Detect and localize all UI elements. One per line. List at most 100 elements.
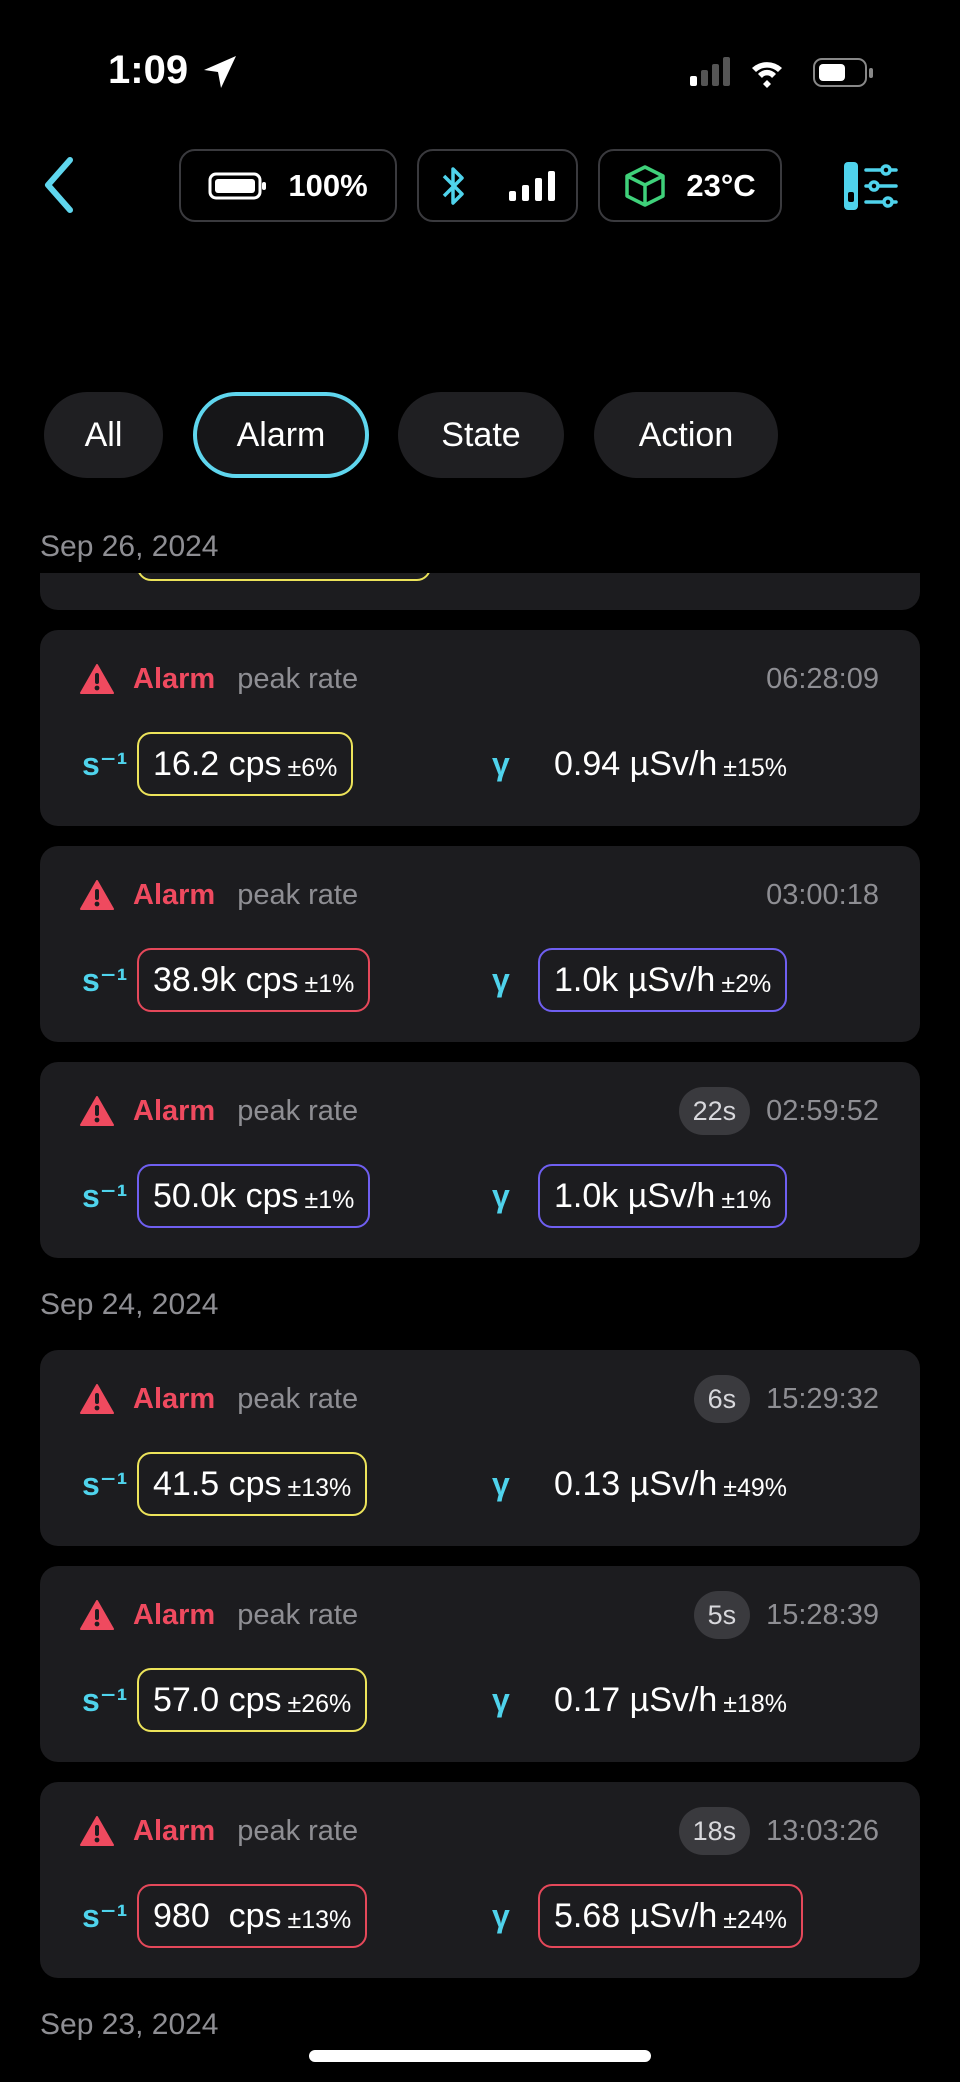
dose-symbol: γ [492,746,510,782]
event-detail: peak rate [237,1382,359,1415]
duration-badge: 18s [678,1807,751,1855]
event-detail: peak rate [237,1598,359,1631]
rate-error: ±26% [287,1689,352,1718]
rate-value: 38.9k cps ±1% [137,948,371,1012]
dose-value: 0.94 µSv/h ±15% [538,732,803,796]
duration-badge: 22s [678,1087,751,1135]
dose-error: ±24% [723,1905,788,1934]
dose-value: 1.0k µSv/h ±2% [538,948,788,1012]
filter-chip[interactable]: State [398,392,564,478]
event-card[interactable]: Alarm peak rate 6s 15:29:32 s⁻¹ γ 41.5 cps ±13%… [40,1350,920,1546]
dose-error: ±49% [723,1473,788,1502]
rate-unit: s⁻¹ [82,1898,128,1934]
rate-value: 41.5 cps ±13% [137,1452,368,1516]
rate-value: 980 cps ±13% [137,1884,368,1948]
settings-button[interactable] [842,160,898,212]
reading-row: s⁻¹ γ 16.2 cps ±6% 0.94 µSv/h ±15% [40,732,920,796]
rate-unit: s⁻¹ [82,746,128,782]
clipped-card [40,573,920,610]
dose-symbol: γ [492,1898,510,1934]
event-card[interactable]: Alarm peak rate 06:28:09 s⁻¹ γ 16.2 cps ±6% 0.9… [40,630,920,826]
location-icon [204,56,236,88]
dose-error: ±15% [723,753,788,782]
card-header: Alarm peak rate 18s 13:03:26 [40,1806,920,1856]
dose-value: 0.13 µSv/h ±49% [538,1452,803,1516]
event-time: 06:28:09 [766,662,879,695]
card-header: Alarm peak rate 22s 02:59:52 [40,1086,920,1136]
dose-value: 1.0k µSv/h ±1% [538,1164,788,1228]
dose-text: 0.13 µSv/h [554,1464,718,1503]
event-time: 13:03:26 [766,1814,879,1847]
event-detail: peak rate [237,662,359,695]
rate-text: 41.5 cps [153,1464,282,1503]
event-card[interactable]: Alarm peak rate 5s 15:28:39 s⁻¹ γ 57.0 cps ±26%… [40,1566,920,1762]
rate-unit: s⁻¹ [82,1682,128,1718]
rate-error: ±1% [304,1185,355,1214]
rate-value: 57.0 cps ±26% [137,1668,368,1732]
filter-chip[interactable]: Action [594,392,778,478]
rate-text: 16.2 cps [153,744,282,783]
alarm-icon [80,664,114,694]
date-header: Sep 24, 2024 [40,1288,219,1321]
temperature-pill: 23°C [598,149,782,222]
rate-value: 16.2 cps ±6% [137,732,354,796]
dose-symbol: γ [492,962,510,998]
dose-value: 5.68 µSv/h ±24% [538,1884,804,1948]
event-time: 02:59:52 [766,1094,879,1127]
event-card[interactable]: Alarm peak rate 03:00:18 s⁻¹ γ 38.9k cps ±1% 1.… [40,846,920,1042]
connection-pill [417,149,578,222]
status-time: 1:09 [108,48,189,92]
event-type: Alarm [133,1598,216,1631]
temperature: 23°C [686,167,756,203]
event-detail: peak rate [237,878,359,911]
dose-error: ±18% [723,1689,788,1718]
rate-error: ±1% [304,969,355,998]
rate-text: 980 cps [153,1896,282,1935]
alarm-icon [80,880,114,910]
dose-value: 0.17 µSv/h ±18% [538,1668,803,1732]
event-card[interactable]: Alarm peak rate 18s 13:03:26 s⁻¹ γ 980 cps ±13%… [40,1782,920,1978]
dose-error: ±2% [721,969,772,998]
battery-level: 100% [288,167,368,203]
card-header: Alarm peak rate 06:28:09 [40,654,920,704]
rate-unit: s⁻¹ [82,1466,128,1502]
home-indicator [309,2050,651,2062]
card-header: Alarm peak rate 6s 15:29:32 [40,1374,920,1424]
rate-value: 50.0k cps ±1% [137,1164,371,1228]
event-type: Alarm [133,878,216,911]
rate-unit: s⁻¹ [82,962,128,998]
reading-row: s⁻¹ γ 41.5 cps ±13% 0.13 µSv/h ±49% [40,1452,920,1516]
event-type: Alarm [133,1094,216,1127]
dose-symbol: γ [492,1466,510,1502]
duration-badge: 6s [693,1375,751,1423]
event-time: 15:29:32 [766,1382,879,1415]
battery-icon [208,172,267,199]
filter-chip[interactable]: All [44,392,163,478]
event-type: Alarm [133,662,216,695]
rate-text: 57.0 cps [153,1680,282,1719]
signal-icon [508,170,555,201]
reading-row: s⁻¹ γ 57.0 cps ±26% 0.17 µSv/h ±18% [40,1668,920,1732]
bluetooth-icon [442,166,464,205]
event-card[interactable]: Alarm peak rate 22s 02:59:52 s⁻¹ γ 50.0k cps ±1… [40,1062,920,1258]
cube-icon [625,164,666,207]
dose-symbol: γ [492,1178,510,1214]
dose-text: 0.94 µSv/h [554,744,718,783]
dose-text: 1.0k µSv/h [554,960,716,999]
event-list: Sep 26, 2024 Alarm peak rate 06:28:09 s⁻¹ γ 16… [40,530,920,2070]
back-button[interactable] [40,156,80,214]
filter-chip[interactable]: Alarm [193,392,369,478]
card-header: Alarm peak rate 5s 15:28:39 [40,1590,920,1640]
rate-unit: s⁻¹ [82,1178,128,1214]
rate-error: ±6% [287,753,338,782]
reading-row: s⁻¹ γ 980 cps ±13% 5.68 µSv/h ±24% [40,1884,920,1948]
dose-text: 5.68 µSv/h [554,1896,718,1935]
event-detail: peak rate [237,1814,359,1847]
alarm-icon [80,1816,114,1846]
date-header: Sep 23, 2024 [40,2008,219,2041]
date-header: Sep 26, 2024 [40,530,219,563]
status-icons [690,57,873,88]
alarm-icon [80,1384,114,1414]
dose-symbol: γ [492,1682,510,1718]
